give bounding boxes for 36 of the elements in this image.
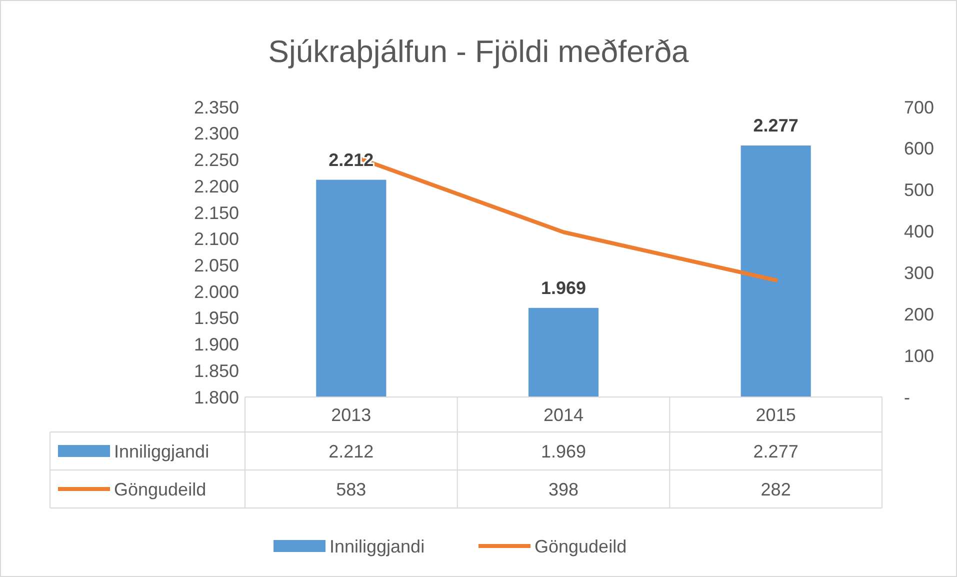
y-tick-label: 2.150 [194, 202, 239, 223]
y2-tick-label: 700 [904, 97, 934, 118]
text: 1.969 [540, 278, 586, 298]
data-label: 2.212 [328, 441, 374, 462]
y2-tick-label: 300 [904, 263, 934, 284]
y-tick-label: 2.200 [194, 176, 239, 196]
text: 2.277 [753, 115, 798, 136]
data-label: 583 [336, 479, 366, 500]
text: Inniliggjandi [330, 536, 425, 556]
y-tick-label: 1.950 [194, 308, 239, 328]
y-tick-label: 2.100 [194, 229, 239, 250]
legend-label: Inniliggjandi [114, 441, 210, 462]
y-tick-label: 2.050 [194, 255, 239, 276]
x-tick-label: 2015 [756, 404, 796, 425]
data-label: 398 [548, 479, 579, 500]
y2-tick-label: 500 [904, 180, 934, 200]
y-tick-label: 2.300 [194, 124, 239, 144]
y-tick-label: 2.250 [194, 150, 239, 170]
y-tick-label: 1.850 [194, 360, 239, 381]
y2-tick-label: 100 [904, 346, 934, 366]
y2-tick-label: 400 [904, 222, 934, 242]
chart-title: Sjúkraþjálfun - Fjöldi meðferða [268, 34, 690, 69]
y-tick-label: 2.000 [194, 282, 239, 302]
data-label: 282 [760, 479, 791, 500]
x-tick-label: 2013 [331, 404, 372, 425]
y2-tick-label: 200 [904, 304, 934, 324]
legend-label: Göngudeild [114, 479, 206, 500]
y-tick-label: 1.900 [194, 334, 239, 355]
data-label: 1.969 [540, 441, 586, 462]
text: Göngudeild [534, 536, 627, 556]
x-tick-label: 2014 [543, 404, 584, 425]
data-label: 2.277 [753, 441, 798, 462]
y2-tick-label: 600 [904, 138, 934, 159]
y2-tick-label: - [904, 387, 910, 408]
y-tick-label: 2.350 [194, 97, 239, 118]
y-tick-label: 1.800 [194, 387, 239, 408]
